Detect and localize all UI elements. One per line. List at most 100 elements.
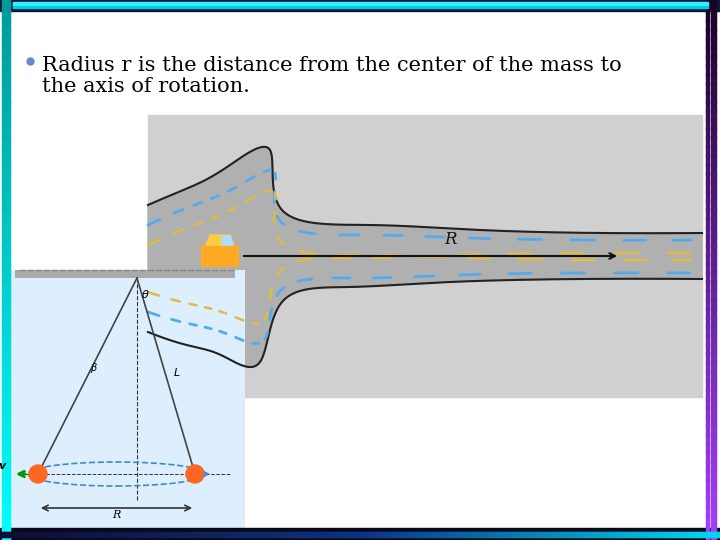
Bar — [2, 341, 7, 344]
Bar — [711, 120, 716, 123]
Bar — [711, 522, 716, 524]
Bar — [220, 532, 222, 537]
Bar — [8, 55, 10, 58]
Bar — [0, 0, 720, 11]
Bar — [711, 1, 716, 4]
Bar — [711, 217, 716, 220]
Bar — [8, 411, 10, 414]
Bar — [706, 131, 709, 133]
Bar — [376, 532, 379, 537]
Bar — [270, 532, 273, 537]
Bar — [706, 534, 709, 536]
Text: L: L — [174, 368, 180, 378]
Bar — [666, 532, 669, 537]
Bar — [711, 372, 716, 374]
Bar — [8, 152, 10, 155]
Bar — [711, 471, 716, 474]
Bar — [706, 140, 709, 142]
Bar — [711, 100, 716, 103]
Bar — [2, 104, 7, 106]
Bar — [383, 532, 386, 537]
Bar — [2, 195, 7, 198]
Bar — [706, 397, 709, 400]
Bar — [2, 534, 7, 536]
Bar — [711, 458, 716, 461]
Bar — [8, 376, 10, 378]
Bar — [711, 449, 716, 452]
Bar — [711, 226, 716, 228]
Bar — [706, 144, 709, 146]
Bar — [711, 538, 716, 540]
Bar — [189, 532, 192, 537]
Bar — [8, 449, 10, 452]
Bar — [234, 532, 237, 537]
Bar — [580, 532, 582, 537]
Bar — [706, 66, 709, 69]
Bar — [90, 532, 93, 537]
Bar — [2, 232, 7, 234]
Bar — [8, 458, 10, 461]
Bar — [324, 532, 327, 537]
Bar — [8, 320, 10, 322]
Bar — [603, 532, 606, 537]
Bar — [450, 532, 453, 537]
Bar — [2, 134, 7, 137]
Bar — [2, 133, 7, 135]
Bar — [431, 532, 433, 537]
Bar — [706, 475, 709, 477]
Bar — [102, 532, 105, 537]
Bar — [8, 284, 10, 286]
Bar — [2, 82, 7, 85]
Bar — [389, 532, 392, 537]
Bar — [8, 512, 10, 515]
Bar — [2, 307, 7, 309]
Bar — [484, 532, 487, 537]
Bar — [8, 496, 10, 498]
Bar — [2, 503, 7, 506]
Bar — [8, 44, 10, 47]
Bar — [2, 93, 7, 96]
Bar — [236, 532, 238, 537]
Bar — [2, 79, 7, 81]
Bar — [711, 158, 716, 160]
Bar — [711, 399, 716, 401]
Bar — [711, 430, 716, 432]
Bar — [176, 532, 179, 537]
Bar — [706, 1, 709, 4]
Bar — [711, 257, 716, 259]
Bar — [711, 295, 716, 297]
Bar — [684, 532, 687, 537]
Bar — [320, 532, 323, 537]
Bar — [433, 532, 436, 537]
Bar — [706, 352, 709, 355]
Bar — [706, 334, 709, 336]
Bar — [2, 336, 7, 339]
Bar — [251, 532, 253, 537]
Bar — [8, 347, 10, 349]
Bar — [378, 532, 381, 537]
Bar — [246, 532, 249, 537]
Bar — [8, 208, 10, 211]
Bar — [396, 532, 399, 537]
Bar — [711, 104, 716, 106]
Bar — [706, 102, 709, 104]
Bar — [711, 179, 716, 182]
Bar — [711, 174, 716, 177]
Bar — [621, 532, 624, 537]
Bar — [229, 532, 231, 537]
Bar — [259, 532, 262, 537]
Bar — [299, 532, 302, 537]
Bar — [2, 33, 7, 36]
Bar — [2, 144, 7, 146]
Bar — [711, 489, 716, 491]
Bar — [2, 527, 7, 529]
Bar — [8, 503, 10, 506]
Bar — [706, 104, 709, 106]
Bar — [8, 77, 10, 79]
Bar — [8, 253, 10, 255]
Bar — [711, 433, 716, 436]
Bar — [711, 354, 716, 356]
Bar — [706, 399, 709, 401]
Bar — [711, 311, 716, 313]
Bar — [187, 532, 190, 537]
